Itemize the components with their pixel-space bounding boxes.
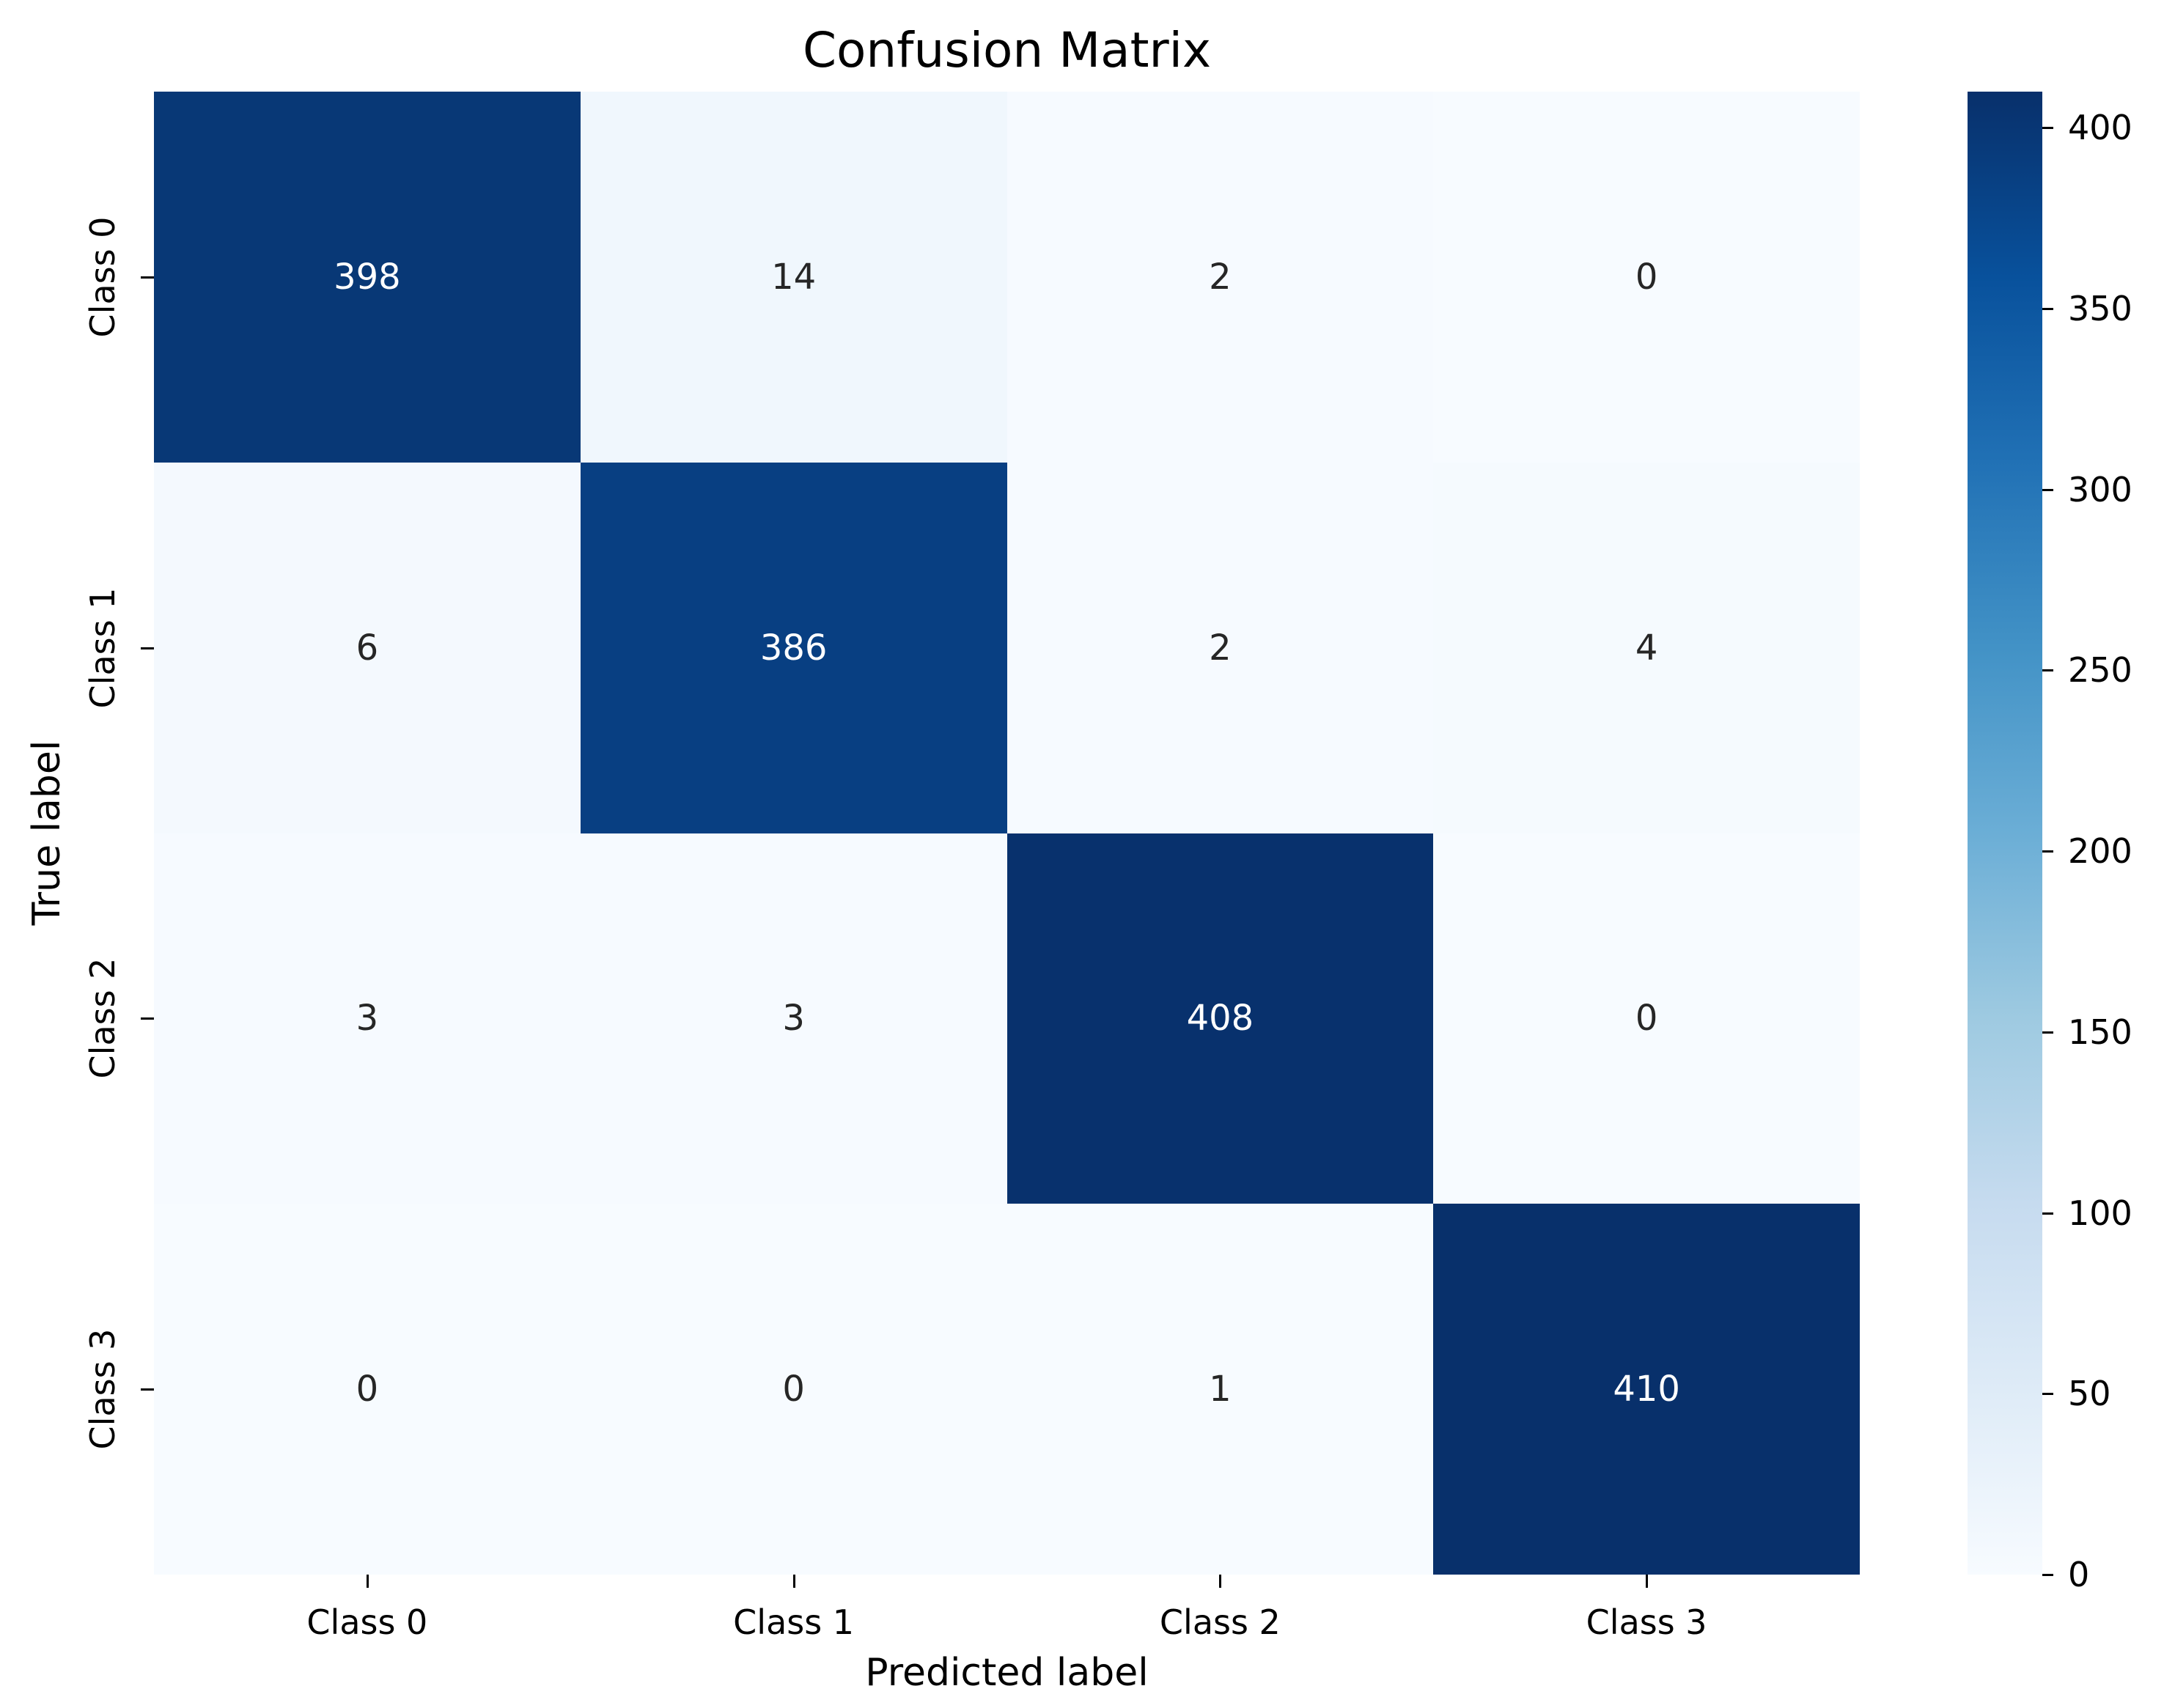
colorbar-tick-mark xyxy=(2042,669,2053,672)
colorbar-tick-label-300: 300 xyxy=(2068,469,2132,509)
colorbar-tick-label-0: 0 xyxy=(2068,1555,2090,1594)
x-tick-label-3: Class 3 xyxy=(1586,1602,1707,1642)
colorbar-tick-label-400: 400 xyxy=(2068,108,2132,148)
y-tick-mark xyxy=(141,647,154,649)
x-tick-mark xyxy=(366,1575,369,1588)
colorbar-tick-label-150: 150 xyxy=(2068,1012,2132,1052)
colorbar-tick-mark xyxy=(2042,1031,2053,1034)
chart-title: Confusion Matrix xyxy=(802,22,1212,78)
y-axis-label: True label xyxy=(25,740,69,926)
cell-value: 3 xyxy=(782,998,805,1039)
colorbar-tick-mark xyxy=(2042,850,2053,853)
cell-value: 4 xyxy=(1635,627,1658,669)
colorbar-tick-label-200: 200 xyxy=(2068,831,2132,872)
colorbar-tick-label-250: 250 xyxy=(2068,650,2132,691)
cell-value: 410 xyxy=(1613,1369,1680,1410)
x-tick-label-2: Class 2 xyxy=(1159,1602,1281,1642)
x-tick-mark xyxy=(1646,1575,1649,1588)
y-tick-mark xyxy=(141,276,154,279)
cell-value: 3 xyxy=(356,998,379,1039)
colorbar-tick-mark xyxy=(2042,488,2053,491)
cell-value: 2 xyxy=(1209,256,1232,298)
heatmap-grid: 398 14 2 0 6 386 2 4 3 3 408 0 0 0 1 410 xyxy=(154,92,1860,1575)
cell-value: 398 xyxy=(334,256,401,298)
x-tick-mark xyxy=(1219,1575,1222,1588)
heatmap-cell-r3c2: 1 xyxy=(1006,1204,1434,1575)
heatmap-cell-r0c2: 2 xyxy=(1006,92,1434,463)
heatmap-cell-r3c1: 0 xyxy=(580,1204,1007,1575)
cell-value: 0 xyxy=(356,1369,379,1410)
colorbar-tick-label-100: 100 xyxy=(2068,1193,2132,1233)
y-tick-label-2: Class 2 xyxy=(83,957,122,1079)
cell-value: 0 xyxy=(1635,256,1658,298)
heatmap-cell-r3c3: 410 xyxy=(1433,1204,1860,1575)
colorbar-tick-mark xyxy=(2042,1212,2053,1215)
heatmap-cell-r2c3: 0 xyxy=(1433,833,1860,1204)
heatmap-cell-r3c0: 0 xyxy=(154,1204,581,1575)
heatmap-cell-r0c0: 398 xyxy=(154,92,581,463)
cell-value: 0 xyxy=(782,1369,805,1410)
heatmap-cell-r1c0: 6 xyxy=(154,462,581,833)
colorbar-tick-mark xyxy=(2042,308,2053,311)
cell-value: 6 xyxy=(356,627,379,669)
colorbar-tick-mark xyxy=(2042,1574,2053,1576)
colorbar-tick-label-350: 350 xyxy=(2068,289,2132,329)
heatmap-cell-r1c2: 2 xyxy=(1006,462,1434,833)
colorbar-tick-mark xyxy=(2042,1393,2053,1396)
colorbar: 0 50 100 150 200 250 300 350 400 xyxy=(1968,92,2132,1594)
heatmap-cell-r2c1: 3 xyxy=(580,833,1007,1204)
cell-value: 386 xyxy=(759,627,828,669)
heatmap-cell-r0c3: 0 xyxy=(1433,92,1860,463)
heatmap-cell-r1c3: 4 xyxy=(1433,462,1860,833)
y-tick-label-0: Class 0 xyxy=(83,216,122,338)
x-axis-label: Predicted label xyxy=(865,1651,1149,1695)
y-tick-mark xyxy=(141,1017,154,1020)
heatmap-cell-r0c1: 14 xyxy=(580,92,1007,463)
cell-value: 1 xyxy=(1209,1369,1232,1410)
heatmap-cell-r2c0: 3 xyxy=(154,833,581,1204)
cell-value: 408 xyxy=(1186,998,1254,1039)
heatmap-cell-r1c1: 386 xyxy=(580,462,1007,833)
colorbar-tick-mark xyxy=(2042,127,2053,130)
cell-value: 14 xyxy=(771,256,817,298)
x-tick-label-0: Class 0 xyxy=(306,1602,428,1642)
y-tick-label-1: Class 1 xyxy=(83,587,122,709)
colorbar-tick-label-50: 50 xyxy=(2068,1374,2111,1414)
x-tick-label-1: Class 1 xyxy=(733,1602,855,1642)
cell-value: 2 xyxy=(1209,627,1232,669)
cell-value: 0 xyxy=(1635,998,1658,1039)
heatmap-cell-r2c2: 408 xyxy=(1006,833,1434,1204)
y-tick-label-3: Class 3 xyxy=(83,1328,122,1450)
x-tick-mark xyxy=(792,1575,795,1588)
y-tick-mark xyxy=(141,1388,154,1391)
